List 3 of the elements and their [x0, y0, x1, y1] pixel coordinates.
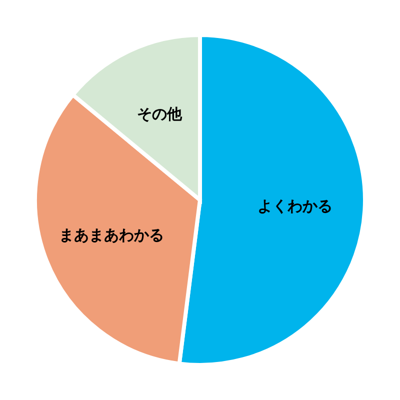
slice-label: その他 — [137, 105, 184, 124]
slice-label: まあまあわかる — [59, 226, 164, 244]
slice-label: よくわかる — [257, 196, 332, 215]
